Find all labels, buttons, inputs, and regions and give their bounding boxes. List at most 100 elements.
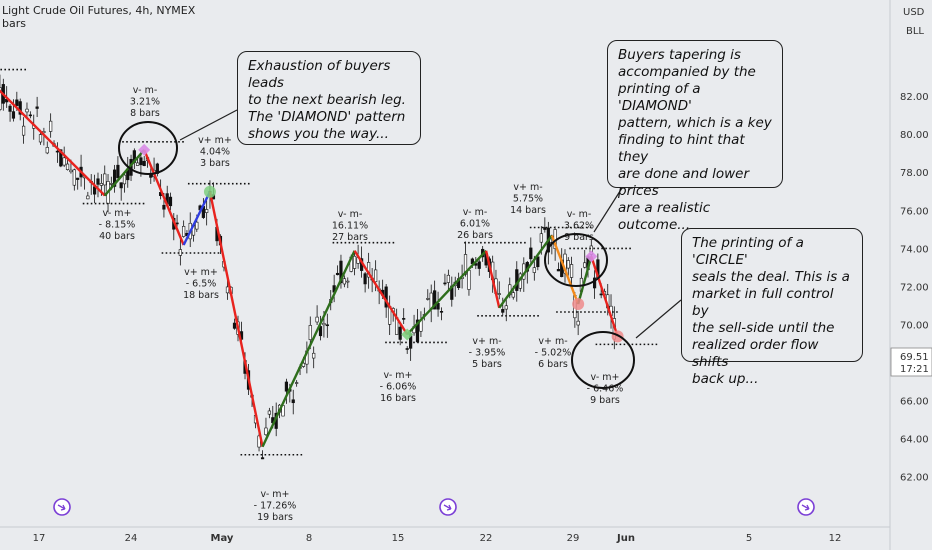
- callout-circle: The printing of a 'CIRCLE' seals the dea…: [681, 228, 863, 387]
- candle-body: [315, 316, 319, 323]
- candle-body: [15, 99, 19, 106]
- symbol-title: Light Crude Oil Futures, 4h, NYMEX: [2, 4, 196, 17]
- swing-label-line: v- m-: [463, 207, 488, 218]
- swing-label-line: v- m-: [133, 85, 158, 96]
- swing-label-line: 6.01%: [460, 219, 490, 230]
- circle-marker: [611, 330, 624, 343]
- candle-body: [398, 326, 402, 340]
- candle-body: [99, 183, 103, 186]
- candle-body: [439, 311, 444, 313]
- y-tick-label: 80.00: [900, 130, 929, 141]
- swing-label-line: v- m-: [567, 209, 592, 220]
- candle-body: [446, 274, 450, 283]
- candle-body: [426, 298, 430, 300]
- swing-label-line: 16 bars: [380, 393, 416, 404]
- x-tick-label: 29: [567, 533, 580, 544]
- candle-body: [59, 149, 63, 167]
- swing-label-line: v+ m-: [538, 336, 567, 347]
- candle-body: [178, 249, 182, 256]
- swing-label-line: v+ m+: [184, 267, 218, 278]
- swing-label-line: - 5.02%: [535, 348, 572, 359]
- candle-body: [556, 269, 561, 272]
- swing-label-line: 3.21%: [130, 97, 160, 108]
- callout-exhaustion: Exhaustion of buyers leads to the next b…: [237, 51, 421, 145]
- candle-body: [18, 101, 22, 115]
- candle-body: [592, 277, 597, 289]
- candle-body: [497, 293, 501, 295]
- x-tick-label: 24: [125, 533, 138, 544]
- swing-label-line: 26 bars: [457, 230, 493, 241]
- candle-body: [352, 255, 357, 269]
- swing-label-line: v- m-: [338, 209, 363, 220]
- candle-body: [267, 410, 271, 415]
- candle-body: [335, 272, 340, 276]
- swing-label-line: v- m+: [260, 489, 289, 500]
- price-axis-currency: USD: [903, 7, 925, 18]
- candle-body: [195, 221, 199, 230]
- y-tick-label: 70.00: [900, 320, 929, 331]
- y-tick-label: 78.00: [900, 168, 929, 179]
- candle-body: [69, 169, 73, 173]
- swing-label-line: 3.62%: [564, 221, 594, 232]
- swing-line: [406, 249, 487, 336]
- candle-body: [103, 173, 107, 186]
- event-arrow-glyph: [57, 504, 66, 511]
- swing-label-line: 6 bars: [538, 359, 568, 370]
- candle-body: [374, 269, 378, 283]
- candle-body: [402, 318, 406, 320]
- swing-label-line: 14 bars: [510, 205, 546, 216]
- candle-body: [0, 87, 2, 110]
- candle-body: [55, 150, 60, 153]
- candle-body: [405, 348, 409, 350]
- callout-pointer: [635, 299, 682, 339]
- diamond-marker: [138, 143, 151, 156]
- candle-body: [264, 427, 268, 436]
- event-arrow-glyph: [443, 504, 452, 511]
- candle-body: [569, 264, 574, 278]
- swing-label-line: v+ m-: [513, 182, 542, 193]
- swing-label-line: 5 bars: [472, 359, 502, 370]
- swing-label-line: - 6.5%: [186, 279, 217, 290]
- candle-body: [295, 382, 299, 384]
- candle-body: [45, 147, 49, 154]
- swing-label-line: - 17.26%: [254, 501, 297, 512]
- candle-body: [566, 260, 570, 269]
- swing-label-line: 8 bars: [130, 108, 160, 119]
- candle-body: [25, 108, 29, 113]
- candle-body: [515, 269, 519, 291]
- candle-body: [49, 120, 53, 132]
- candle-body: [599, 293, 603, 296]
- swing-label-line: 27 bars: [332, 232, 368, 243]
- candle-body: [11, 111, 16, 119]
- candle-body: [433, 290, 437, 310]
- candle-body: [232, 322, 237, 329]
- candle-body: [284, 381, 289, 392]
- x-tick-label: 8: [306, 533, 312, 544]
- candle-body: [149, 174, 153, 178]
- swing-label-line: 18 bars: [183, 290, 219, 301]
- candle-body: [96, 178, 100, 185]
- swing-label-line: - 6.46%: [587, 384, 624, 395]
- swing-line: [182, 191, 212, 246]
- candle-body: [583, 262, 587, 268]
- y-tick-label: 66.00: [900, 397, 929, 408]
- y-tick-label: 72.00: [900, 282, 929, 293]
- candle-body: [342, 278, 346, 285]
- candle-body: [38, 134, 43, 143]
- swing-label-line: - 8.15%: [99, 220, 136, 231]
- candle-body: [339, 260, 343, 284]
- y-tick-label: 76.00: [900, 206, 929, 217]
- candle-body: [291, 399, 295, 404]
- candle-body: [119, 182, 123, 189]
- candle-body: [576, 320, 580, 326]
- candle-body: [62, 157, 66, 166]
- swing-line: [590, 256, 619, 337]
- candle-body: [136, 162, 140, 166]
- candle-body: [35, 106, 39, 109]
- swing-line: [208, 191, 264, 447]
- swing-line: [261, 250, 356, 448]
- swing-label-line: - 6.06%: [380, 382, 417, 393]
- candle-body: [260, 457, 265, 460]
